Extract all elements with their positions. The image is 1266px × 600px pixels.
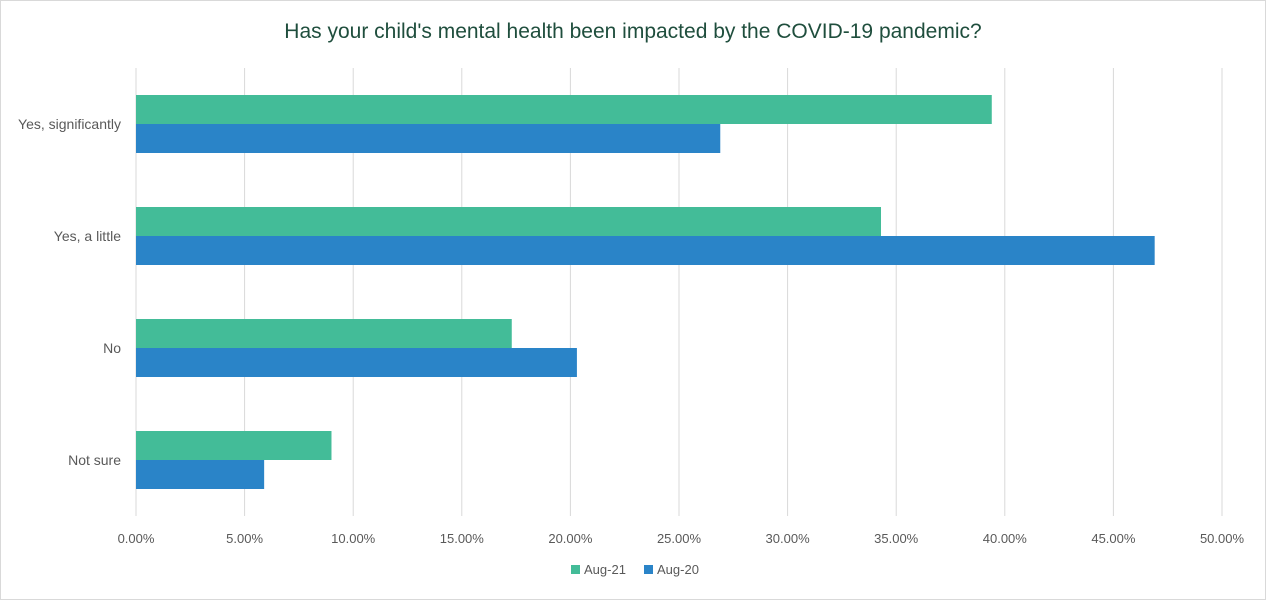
x-tick-label: 0.00% [118,531,155,546]
legend-label: Aug-21 [584,562,626,577]
category-label: No [103,340,121,356]
bar-aug-20 [136,348,577,377]
legend-swatch [571,565,580,574]
bar-aug-21 [136,95,992,124]
bar-aug-20 [136,236,1155,265]
category-label: Yes, a little [54,228,121,244]
legend: Aug-21 Aug-20 [571,562,699,577]
bar-aug-20 [136,460,265,489]
bar-aug-21 [136,431,332,460]
x-tick-label: 5.00% [226,531,263,546]
x-tick-label: 45.00% [1091,531,1136,546]
x-tick-label: 30.00% [766,531,811,546]
x-axis-tick-labels: 0.00% 5.00% 10.00% 15.00% 20.00% 25.00% 30.00%… [118,531,1245,546]
legend-label: Aug-20 [657,562,699,577]
x-tick-label: 35.00% [874,531,919,546]
category-label: Not sure [68,452,121,468]
chart-title: Has your child's mental health been impa… [284,20,981,43]
category-label: Yes, significantly [18,116,121,132]
bars [136,95,1155,489]
category-labels: Yes, significantly Yes, a little No Not sur… [18,116,121,468]
legend-swatch [644,565,653,574]
x-tick-label: 20.00% [548,531,593,546]
x-tick-label: 40.00% [983,531,1028,546]
x-tick-label: 15.00% [440,531,485,546]
bar-aug-21 [136,207,881,236]
x-tick-label: 10.00% [331,531,376,546]
bar-aug-21 [136,319,512,348]
x-tick-label: 25.00% [657,531,702,546]
bar-aug-20 [136,124,721,153]
x-tick-label: 50.00% [1200,531,1245,546]
